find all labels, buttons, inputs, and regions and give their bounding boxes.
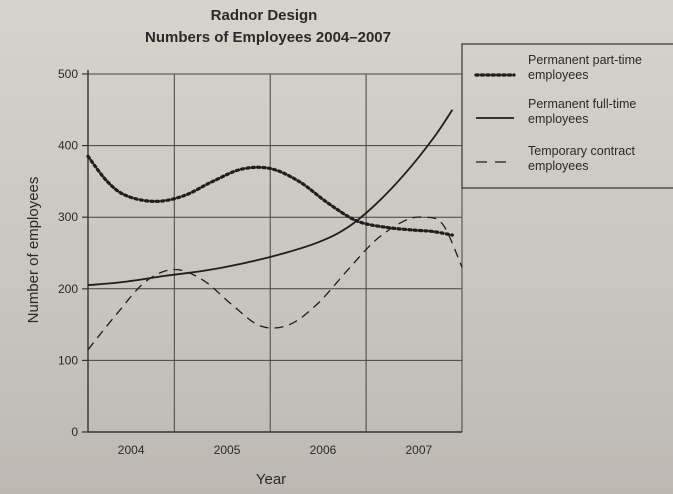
y-tick-label: 100 [58,353,78,367]
y-tick-label: 0 [71,425,78,439]
chart-title: Radnor Design [211,7,318,24]
series-line-dashed [87,216,463,351]
y-tick-label: 500 [58,67,78,81]
y-tick-label: 200 [58,282,78,296]
y-tick-label: 400 [58,139,78,153]
axes [82,70,462,433]
chart-subtitle: Numbers of Employees 2004–2007 [145,29,391,46]
legend-label-cont: employees [528,112,588,126]
x-tick-label: 2004 [118,443,145,457]
legend-label-cont: employees [528,159,588,173]
x-tick-label: 2007 [405,443,432,457]
x-tick-label: 2005 [214,443,241,457]
legend-label: Permanent full-time [528,97,636,111]
x-tick-label: 2006 [310,443,337,457]
legend-label: Permanent part-time [528,53,642,67]
grid [88,73,463,432]
series-line-solid [87,109,454,287]
legend-label: Temporary contract [528,144,636,158]
legend-label-cont: employees [528,68,588,82]
series-lines [86,109,463,351]
legend-box [461,43,673,189]
tick-labels: 0 100 200 300 400 500 2004 2005 2006 2007 [58,67,433,457]
series-line-dotted [86,154,454,237]
y-tick-label: 300 [58,210,78,224]
y-axis-title: Number of employees [25,177,42,324]
x-axis-title: Year [256,471,286,488]
